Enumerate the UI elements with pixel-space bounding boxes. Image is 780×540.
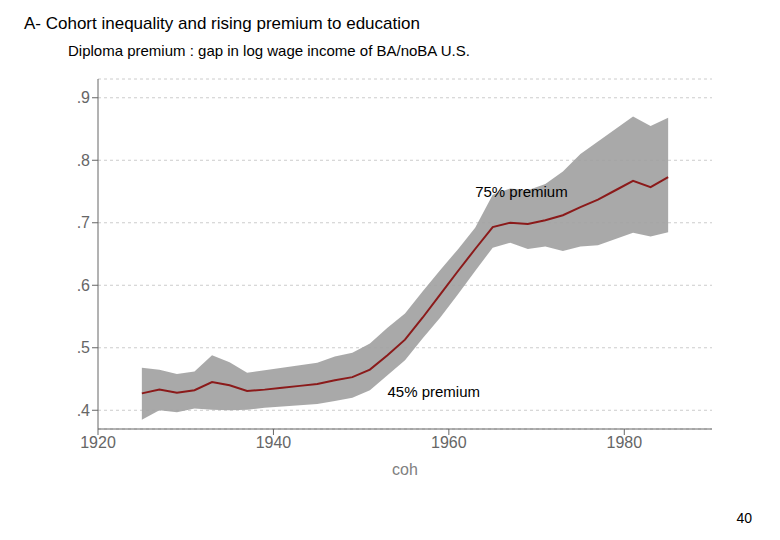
svg-text:.8: .8 bbox=[77, 152, 90, 169]
svg-text:75% premium: 75% premium bbox=[475, 183, 568, 200]
svg-text:.6: .6 bbox=[77, 277, 90, 294]
svg-text:.9: .9 bbox=[77, 89, 90, 106]
html-text:40: 40 bbox=[736, 510, 752, 526]
svg-text:.4: .4 bbox=[77, 402, 90, 419]
svg-text:.5: .5 bbox=[77, 339, 90, 356]
html-text:Diploma premium : gap in log w: Diploma premium : gap in log wage income… bbox=[68, 42, 470, 59]
html-text:A- Cohort inequality and risin: A- Cohort inequality and rising premium … bbox=[24, 14, 420, 33]
svg-text:1920: 1920 bbox=[80, 434, 116, 451]
svg-text:1980: 1980 bbox=[606, 434, 642, 451]
svg-text:1960: 1960 bbox=[431, 434, 467, 451]
svg-text:.7: .7 bbox=[77, 214, 90, 231]
svg-text:45% premium: 45% premium bbox=[387, 383, 480, 400]
svg-text:coh: coh bbox=[392, 461, 418, 478]
svg-text:1940: 1940 bbox=[256, 434, 292, 451]
